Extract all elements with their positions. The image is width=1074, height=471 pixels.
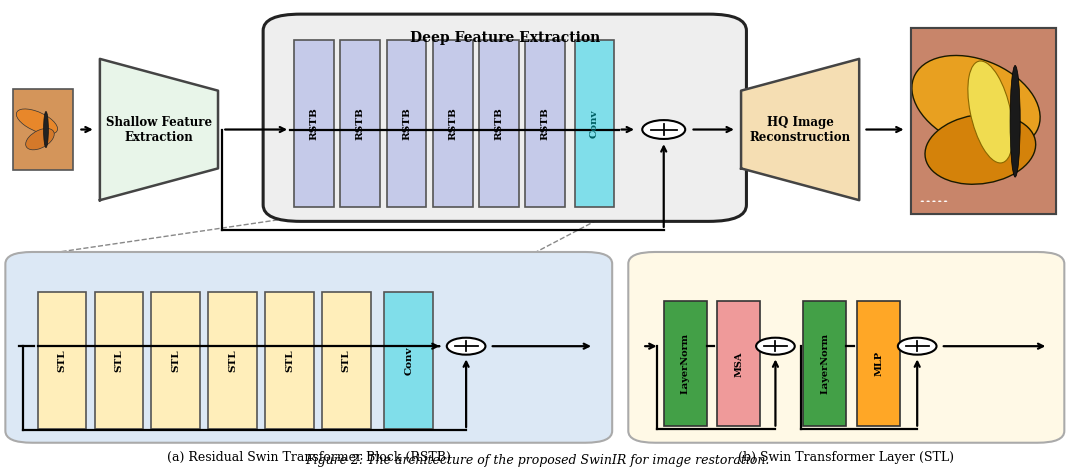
Circle shape bbox=[927, 201, 930, 202]
Circle shape bbox=[920, 201, 924, 202]
FancyBboxPatch shape bbox=[263, 14, 746, 221]
Ellipse shape bbox=[1010, 65, 1020, 177]
Text: STL: STL bbox=[228, 349, 237, 372]
Circle shape bbox=[938, 201, 942, 202]
FancyBboxPatch shape bbox=[803, 301, 846, 426]
FancyBboxPatch shape bbox=[575, 40, 614, 207]
Text: STL: STL bbox=[57, 349, 67, 372]
FancyBboxPatch shape bbox=[265, 292, 314, 429]
FancyBboxPatch shape bbox=[433, 40, 473, 207]
FancyBboxPatch shape bbox=[208, 292, 257, 429]
Polygon shape bbox=[741, 59, 859, 200]
Text: HQ Image
Reconstruction: HQ Image Reconstruction bbox=[750, 115, 851, 144]
FancyBboxPatch shape bbox=[38, 292, 86, 429]
Text: LayerNorm: LayerNorm bbox=[821, 333, 829, 394]
Text: MLP: MLP bbox=[874, 351, 883, 376]
Text: STL: STL bbox=[285, 349, 294, 372]
FancyBboxPatch shape bbox=[911, 28, 1056, 214]
Ellipse shape bbox=[16, 109, 58, 134]
FancyBboxPatch shape bbox=[628, 252, 1064, 443]
Polygon shape bbox=[100, 59, 218, 200]
Text: LayerNorm: LayerNorm bbox=[681, 333, 690, 394]
FancyBboxPatch shape bbox=[857, 301, 900, 426]
Text: RSTB: RSTB bbox=[355, 107, 365, 140]
Text: MSA: MSA bbox=[735, 351, 743, 377]
FancyBboxPatch shape bbox=[340, 40, 380, 207]
Text: Shallow Feature
Extraction: Shallow Feature Extraction bbox=[106, 115, 212, 144]
Text: (a) Residual Swin Transformer Block (RSTB): (a) Residual Swin Transformer Block (RST… bbox=[166, 451, 451, 464]
Ellipse shape bbox=[925, 114, 1035, 184]
FancyBboxPatch shape bbox=[387, 40, 426, 207]
FancyBboxPatch shape bbox=[664, 301, 707, 426]
Circle shape bbox=[642, 120, 685, 139]
FancyBboxPatch shape bbox=[95, 292, 143, 429]
Text: RSTB: RSTB bbox=[494, 107, 504, 140]
Circle shape bbox=[756, 338, 795, 355]
Text: Deep Feature Extraction: Deep Feature Extraction bbox=[409, 31, 600, 45]
Ellipse shape bbox=[912, 56, 1040, 150]
Text: Conv: Conv bbox=[590, 109, 599, 138]
Text: RSTB: RSTB bbox=[402, 107, 411, 140]
Text: STL: STL bbox=[114, 349, 124, 372]
Ellipse shape bbox=[44, 112, 48, 147]
FancyBboxPatch shape bbox=[525, 40, 565, 207]
Circle shape bbox=[932, 201, 935, 202]
FancyBboxPatch shape bbox=[151, 292, 200, 429]
Text: RSTB: RSTB bbox=[448, 107, 458, 140]
Ellipse shape bbox=[26, 129, 55, 150]
Text: Conv: Conv bbox=[404, 346, 413, 374]
FancyBboxPatch shape bbox=[322, 292, 371, 429]
Circle shape bbox=[898, 338, 937, 355]
Text: STL: STL bbox=[171, 349, 180, 372]
FancyBboxPatch shape bbox=[384, 292, 433, 429]
Text: Figure 2: The architecture of the proposed SwinIR for image restoration.: Figure 2: The architecture of the propos… bbox=[305, 454, 769, 467]
Text: RSTB: RSTB bbox=[540, 107, 550, 140]
FancyBboxPatch shape bbox=[717, 301, 760, 426]
Circle shape bbox=[944, 201, 947, 202]
Ellipse shape bbox=[968, 61, 1013, 163]
Text: RSTB: RSTB bbox=[309, 107, 319, 140]
FancyBboxPatch shape bbox=[13, 89, 73, 170]
FancyBboxPatch shape bbox=[294, 40, 334, 207]
FancyBboxPatch shape bbox=[911, 28, 1056, 214]
FancyBboxPatch shape bbox=[479, 40, 519, 207]
Text: STL: STL bbox=[342, 349, 351, 372]
FancyBboxPatch shape bbox=[5, 252, 612, 443]
Text: (b) Swin Transformer Layer (STL): (b) Swin Transformer Layer (STL) bbox=[738, 451, 955, 464]
Circle shape bbox=[447, 338, 485, 355]
